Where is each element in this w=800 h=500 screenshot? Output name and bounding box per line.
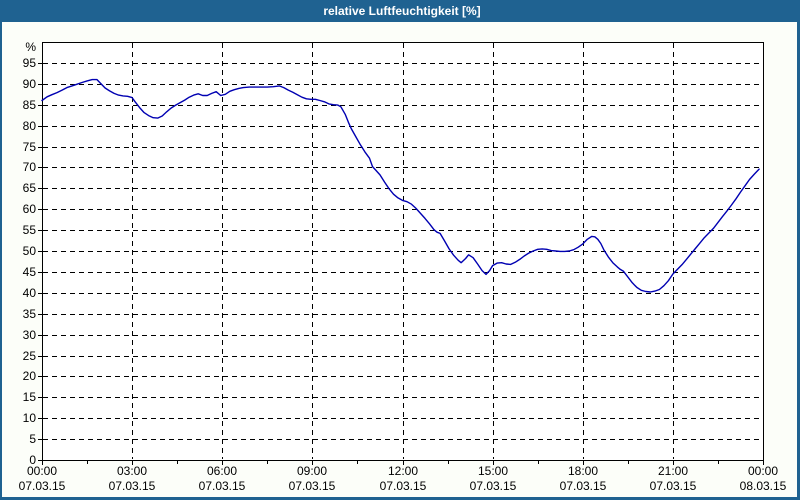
x-tick-date-label: 07.03.15: [289, 479, 336, 493]
plot-border: [42, 42, 764, 461]
x-tick-time-label: 21:00: [658, 464, 688, 478]
y-tick-label: 80: [23, 119, 37, 133]
chart-title: relative Luftfeuchtigkeit [%]: [323, 4, 481, 18]
y-tick-label: 65: [23, 181, 37, 195]
x-tick-time-label: 06:00: [207, 464, 237, 478]
y-tick-label: 30: [23, 328, 37, 342]
y-tick-label: 75: [23, 140, 37, 154]
y-tick-label: 5: [29, 432, 36, 446]
title-bar: relative Luftfeuchtigkeit [%]: [2, 0, 797, 22]
y-tick-label: 35: [23, 307, 37, 321]
y-tick-label: 40: [23, 286, 37, 300]
x-tick-time-label: 00:00: [748, 464, 778, 478]
y-tick-label: 60: [23, 202, 37, 216]
x-tick-time-label: 15:00: [478, 464, 508, 478]
chart-canvas: 0 5 10 15 20 25 30 35 40 45 50 55 60 65 70 75 80 85 90 95% 0…: [4, 22, 797, 497]
y-tick-label: 55: [23, 223, 37, 237]
y-tick-label: 25: [23, 349, 37, 363]
x-tick-date-label: 07.03.15: [560, 479, 607, 493]
x-tick-date-label: 08.03.15: [740, 479, 787, 493]
x-tick-date-label: 07.03.15: [19, 479, 66, 493]
x-tick-date-label: 07.03.15: [650, 479, 697, 493]
x-tick-time-label: 18:00: [568, 464, 598, 478]
plot-area: [42, 42, 763, 460]
y-tick-label: 90: [23, 77, 37, 91]
x-tick-date-label: 07.03.15: [109, 479, 156, 493]
x-tick-time-label: 03:00: [117, 464, 147, 478]
humidity-series-line: [41, 78, 760, 293]
x-tick-date-label: 07.03.15: [470, 479, 517, 493]
y-tick-label: 20: [23, 369, 37, 383]
y-axis-unit-label: %: [25, 40, 36, 54]
y-tick-label: 0: [29, 453, 36, 467]
y-tick-label: 70: [23, 160, 37, 174]
y-tick-label: 15: [23, 390, 37, 404]
humidity-line-chart: 0 5 10 15 20 25 30 35 40 45 50 55 60 65 70 75 80 85 90 95% 0…: [19, 40, 787, 493]
y-tick-label: 10: [23, 411, 37, 425]
y-tick-label: 50: [23, 244, 37, 258]
y-tick-label: 85: [23, 98, 37, 112]
x-tick-time-label: 09:00: [297, 464, 327, 478]
x-tick-date-label: 07.03.15: [380, 479, 427, 493]
x-tick-time-label: 00:00: [27, 464, 57, 478]
x-tick-time-label: 12:00: [388, 464, 418, 478]
y-tick-label: 45: [23, 265, 37, 279]
y-tick-label: 95: [23, 56, 37, 70]
x-tick-date-label: 07.03.15: [199, 479, 246, 493]
